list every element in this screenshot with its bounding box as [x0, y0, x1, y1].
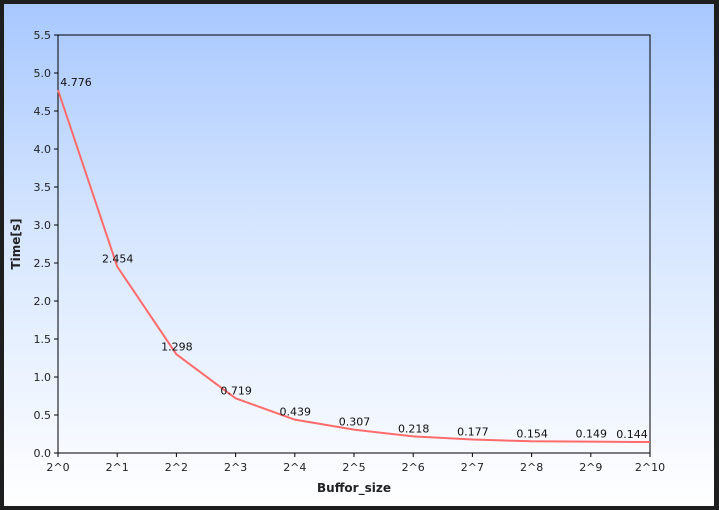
x-tick-label: 2^7 — [461, 461, 484, 474]
y-tick-label: 5.0 — [34, 67, 52, 80]
y-axis: 0.0 0.5 1.0 1.5 2.0 2.5 3.0 3.5 4.0 4.5 5.0 5.5 — [34, 29, 58, 460]
plot-area — [57, 34, 651, 454]
data-label: 0.177 — [457, 426, 489, 439]
series-line — [57, 89, 651, 444]
x-tick-label: 2^5 — [342, 461, 365, 474]
y-tick-label: 1.5 — [34, 333, 52, 346]
x-tick-label: 2^8 — [520, 461, 543, 474]
x-tick-label: 2^4 — [283, 461, 306, 474]
y-tick-label: 4.5 — [34, 105, 52, 118]
y-tick-label: 1.0 — [34, 371, 52, 384]
data-label: 0.439 — [280, 406, 312, 419]
y-tick-label: 3.5 — [34, 181, 52, 194]
x-axis-title: Buffor_size — [317, 481, 391, 496]
x-tick-label: 2^10 — [635, 461, 665, 474]
data-label: 0.307 — [339, 416, 371, 429]
y-tick-label: 3.0 — [34, 219, 52, 232]
x-tick-label: 2^6 — [402, 461, 425, 474]
data-labels: 4.776 2.454 1.298 0.719 0.439 0.307 0.218 0.177… — [60, 76, 648, 441]
x-tick-label: 2^0 — [46, 461, 69, 474]
x-tick-label: 2^2 — [165, 461, 188, 474]
data-label: 2.454 — [102, 252, 134, 265]
data-label: 1.298 — [161, 340, 193, 353]
data-label: 0.149 — [576, 428, 608, 441]
data-label: 4.776 — [60, 76, 92, 89]
chart-panel: 0.0 0.5 1.0 1.5 2.0 2.5 3.0 3.5 4.0 4.5 5.0 5.5 2^0… — [4, 4, 714, 506]
data-label: 0.154 — [516, 427, 548, 440]
y-tick-label: 5.5 — [34, 29, 52, 42]
x-axis: 2^0 2^1 2^2 2^3 2^4 2^5 2^6 2^7 2^8 2^9 2^10 — [46, 453, 665, 474]
x-tick-label: 2^1 — [106, 461, 129, 474]
y-tick-label: 0.5 — [34, 409, 52, 422]
data-label: 0.144 — [616, 428, 648, 441]
x-tick-label: 2^3 — [224, 461, 247, 474]
data-label: 0.218 — [398, 422, 430, 435]
y-tick-label: 2.0 — [34, 295, 52, 308]
y-tick-label: 0.0 — [34, 447, 52, 460]
y-tick-label: 2.5 — [34, 257, 52, 270]
line-chart: 0.0 0.5 1.0 1.5 2.0 2.5 3.0 3.5 4.0 4.5 5.0 5.5 2^0… — [9, 29, 665, 496]
x-tick-label: 2^9 — [579, 461, 602, 474]
data-label: 0.719 — [220, 384, 252, 397]
y-tick-label: 4.0 — [34, 143, 52, 156]
y-axis-title: Time[s] — [9, 218, 23, 269]
